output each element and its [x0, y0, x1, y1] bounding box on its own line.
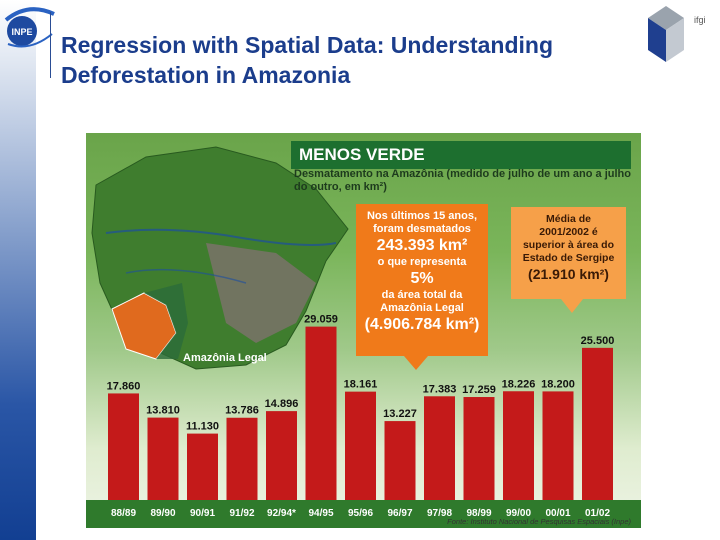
category-tick-label: 92/94*	[267, 508, 296, 519]
bar	[345, 391, 376, 500]
category-tick-label: 90/91	[190, 508, 215, 519]
ifgi-logo-icon	[648, 6, 684, 62]
callout-total-pointer	[404, 356, 428, 370]
bar	[424, 396, 455, 500]
category-tick-label: 98/99	[466, 508, 491, 519]
source-note: Fonte: Instituto Nacional de Pesquisas E…	[447, 517, 631, 526]
left-gradient-band	[0, 0, 36, 540]
category-tick-label: 01/02	[585, 508, 610, 519]
callout-mean-pointer	[561, 299, 583, 313]
callout-mean-line2: 2001/2002 é	[539, 226, 598, 238]
category-tick-label: 97/98	[427, 508, 452, 519]
bar	[503, 391, 534, 500]
callout-total-line2: foram desmatados	[373, 223, 471, 235]
callout-mean-line3: superior à área do	[522, 239, 615, 251]
category-tick-label: 88/89	[111, 508, 136, 519]
bar	[384, 421, 416, 500]
category-tick-label: 95/96	[348, 508, 373, 519]
bar-value-label: 29.059	[304, 314, 338, 326]
bar-value-label: 13.810	[146, 405, 180, 417]
inpe-logo-icon: INPE	[4, 7, 55, 48]
bar-value-label: 11.130	[186, 421, 219, 433]
title-divider	[50, 12, 51, 78]
category-tick-label: 91/92	[229, 508, 254, 519]
bar	[305, 326, 337, 500]
mean-2001-2002-callout: Média de 2001/2002 é superior à área do …	[511, 207, 626, 299]
bar-value-label: 18.200	[541, 378, 575, 390]
callout-mean-line1: Média de	[546, 213, 591, 225]
bar-value-label: 18.161	[344, 379, 378, 391]
callout-total-percent: 5%	[410, 270, 434, 287]
bar-value-label: 18.226	[502, 378, 536, 390]
chart-title: MENOS VERDE	[291, 141, 631, 169]
bar-value-label: 17.259	[462, 384, 496, 396]
bar	[582, 347, 613, 500]
callout-mean-area: (21.910 km²)	[528, 266, 609, 282]
category-tick-label: 94/95	[308, 508, 333, 519]
bar	[266, 411, 297, 500]
callout-total-area: 243.393 km²	[376, 237, 468, 254]
callout-total-line4: da área total da	[381, 289, 463, 301]
callout-total-legal-area: (4.906.784 km²)	[364, 316, 480, 333]
bar	[187, 433, 218, 500]
bar	[108, 393, 139, 500]
bar-value-label: 25.500	[581, 335, 615, 347]
category-tick-label: 89/90	[150, 508, 175, 519]
bar	[463, 397, 495, 500]
callout-mean-line4: Estado de Sergipe	[522, 252, 615, 264]
chart-subtitle: Desmatamento na Amazônia (medido de julh…	[294, 168, 631, 193]
category-tick-label: 96/97	[387, 508, 412, 519]
callout-total-line3: o que representa	[377, 256, 467, 268]
deforestation-figure: 17.860 88/89 13.810 89/90 11.130 90/91 13.786 9…	[86, 133, 641, 528]
bar-value-label: 13.786	[225, 405, 259, 417]
ifgi-label: ifgi	[694, 15, 706, 25]
bar-value-label: 17.860	[107, 380, 141, 392]
bar-series: 17.860 88/89 13.810 89/90 11.130 90/91 13.786 9…	[86, 314, 641, 528]
category-tick-label: 00/01	[545, 508, 570, 519]
total-deforestation-callout: Nos últimos 15 anos, foram desmatados 24…	[356, 204, 488, 356]
bar	[542, 391, 574, 500]
callout-total-line1: Nos últimos 15 anos,	[366, 210, 478, 222]
callout-total-line5: Amazônia Legal	[380, 302, 464, 314]
slide-title: Regression with Spatial Data: Understand…	[61, 32, 554, 88]
category-axis-band	[86, 500, 641, 528]
map-label: Amazônia Legal	[183, 352, 267, 364]
bar-chart: 17.860 88/89 13.810 89/90 11.130 90/91 13.786 9…	[86, 146, 641, 528]
amazon-map-illustration	[91, 146, 349, 370]
bar	[226, 417, 258, 500]
bar-value-label: 13.227	[383, 408, 417, 420]
inpe-logo-text: INPE	[11, 27, 32, 37]
bar-value-label: 17.383	[423, 383, 457, 395]
category-tick-label: 99/00	[506, 508, 531, 519]
bar	[147, 417, 179, 500]
bar-value-label: 14.896	[265, 398, 299, 410]
